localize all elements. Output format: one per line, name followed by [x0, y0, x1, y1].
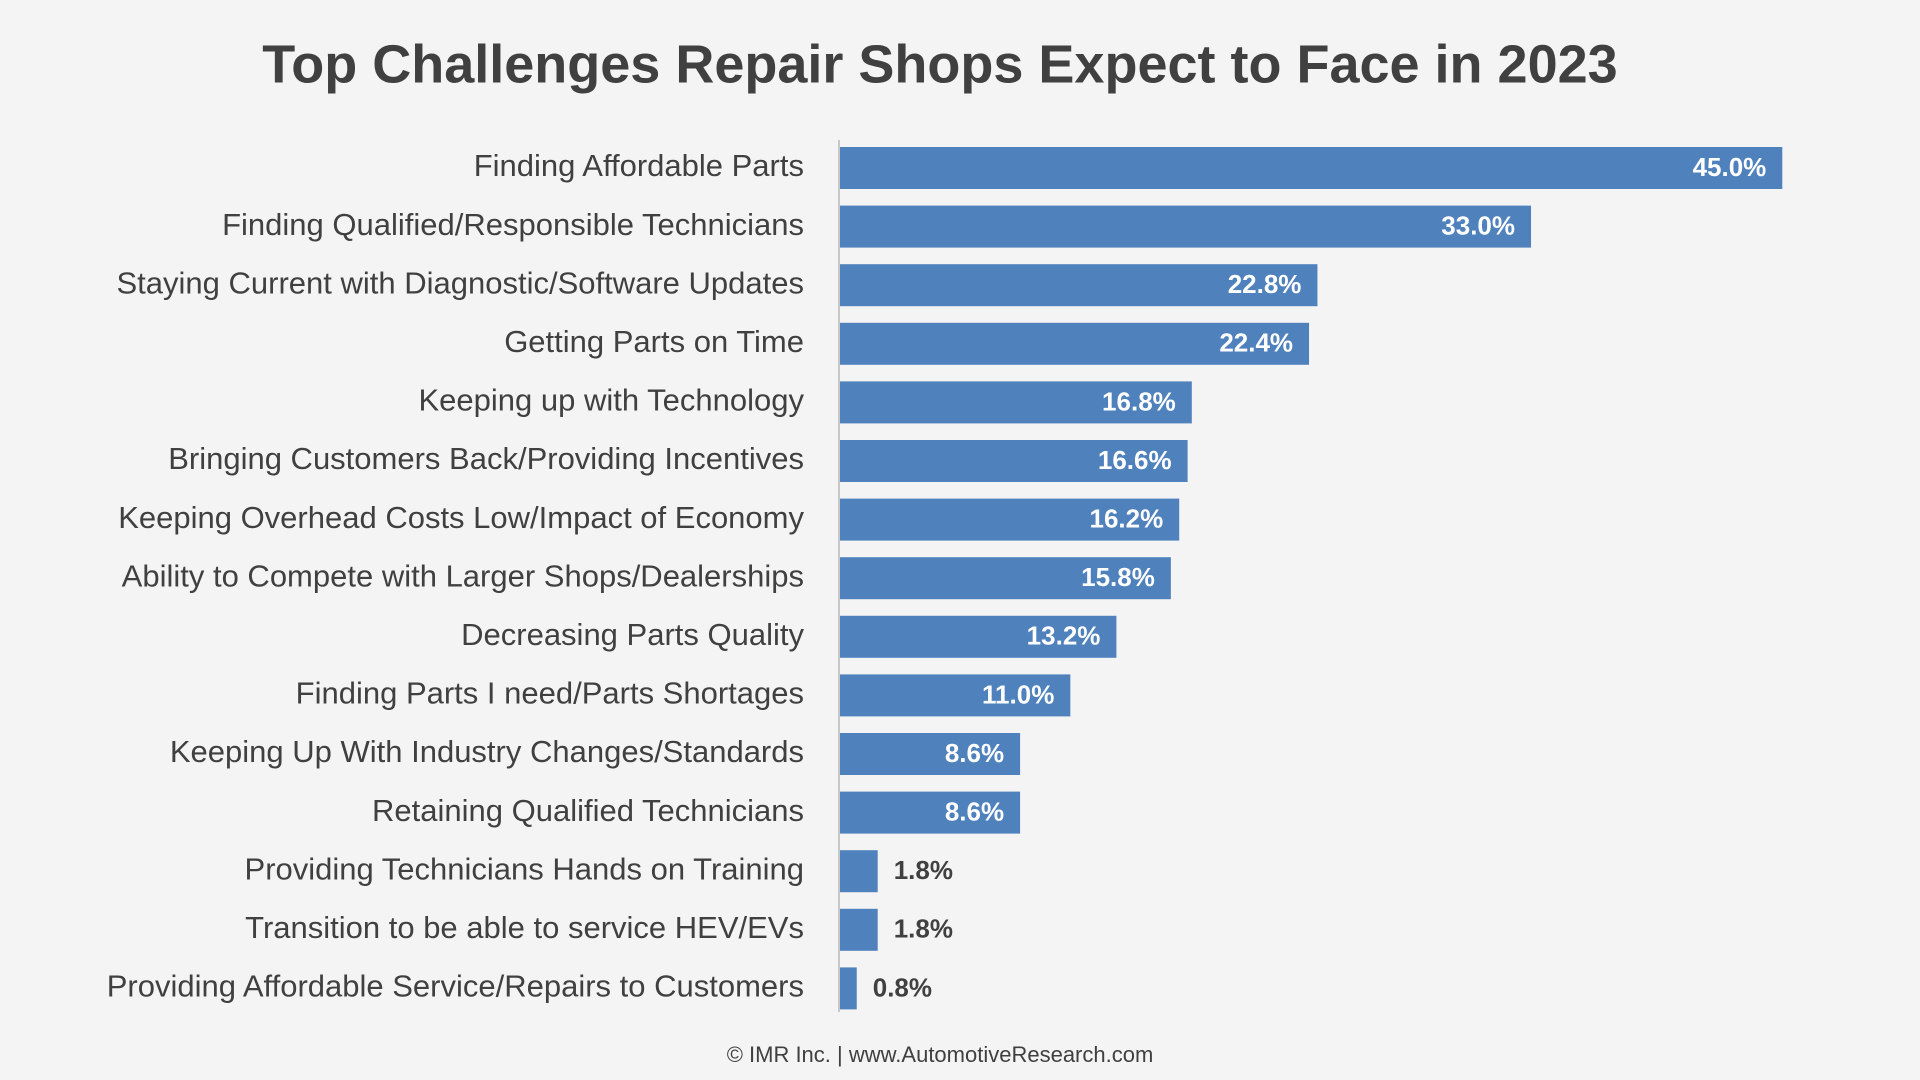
value-label: 22.8% — [1228, 269, 1302, 299]
value-label: 22.4% — [1219, 328, 1293, 358]
category-label: Keeping Up With Industry Changes/Standar… — [170, 734, 804, 769]
bar — [840, 381, 1192, 424]
category-label: Retaining Qualified Technicians — [372, 793, 804, 828]
category-label: Providing Technicians Hands on Training — [245, 851, 804, 886]
bar — [840, 791, 1021, 834]
value-label: 45.0% — [1693, 152, 1767, 182]
value-label: 16.8% — [1102, 386, 1176, 416]
value-label: 1.8% — [894, 855, 953, 885]
bar — [840, 850, 878, 893]
chart-title: Top Challenges Repair Shops Expect to Fa… — [262, 34, 1617, 94]
value-label: 16.2% — [1089, 503, 1163, 533]
category-label: Staying Current with Diagnostic/Software… — [117, 265, 805, 300]
category-label: Ability to Compete with Larger Shops/Dea… — [122, 558, 804, 593]
category-label: Keeping Overhead Costs Low/Impact of Eco… — [118, 500, 804, 535]
value-label: 1.8% — [894, 914, 953, 944]
category-label: Bringing Customers Back/Providing Incent… — [168, 441, 804, 476]
value-label: 16.6% — [1098, 445, 1172, 475]
value-label: 15.8% — [1081, 562, 1155, 592]
bar — [840, 674, 1071, 717]
category-label: Finding Qualified/Responsible Technician… — [222, 207, 804, 242]
category-label: Keeping up with Technology — [419, 383, 805, 418]
value-label: 8.6% — [945, 796, 1004, 826]
value-label: 13.2% — [1027, 621, 1101, 651]
source-note: © IMR Inc. | www.AutomotiveResearch.com — [727, 1042, 1154, 1067]
bar — [840, 967, 857, 1010]
category-label: Providing Affordable Service/Repairs to … — [107, 969, 804, 1004]
bar — [840, 908, 878, 951]
category-label: Decreasing Parts Quality — [461, 617, 804, 652]
bar — [840, 498, 1180, 541]
category-label: Finding Parts I need/Parts Shortages — [296, 676, 804, 711]
bar — [840, 557, 1171, 600]
bar — [840, 440, 1188, 482]
bar — [840, 147, 1783, 189]
bar — [840, 205, 1532, 248]
category-label: Finding Affordable Parts — [474, 148, 804, 183]
bar — [840, 733, 1021, 775]
bar — [840, 322, 1310, 365]
category-label: Transition to be able to service HEV/EVs — [245, 910, 804, 945]
value-label: 8.6% — [945, 738, 1004, 768]
category-label: Getting Parts on Time — [504, 324, 804, 359]
value-label: 33.0% — [1441, 210, 1515, 240]
bar — [840, 615, 1117, 658]
value-label: 11.0% — [982, 679, 1054, 709]
bar — [840, 264, 1318, 307]
value-label: 0.8% — [873, 972, 932, 1002]
